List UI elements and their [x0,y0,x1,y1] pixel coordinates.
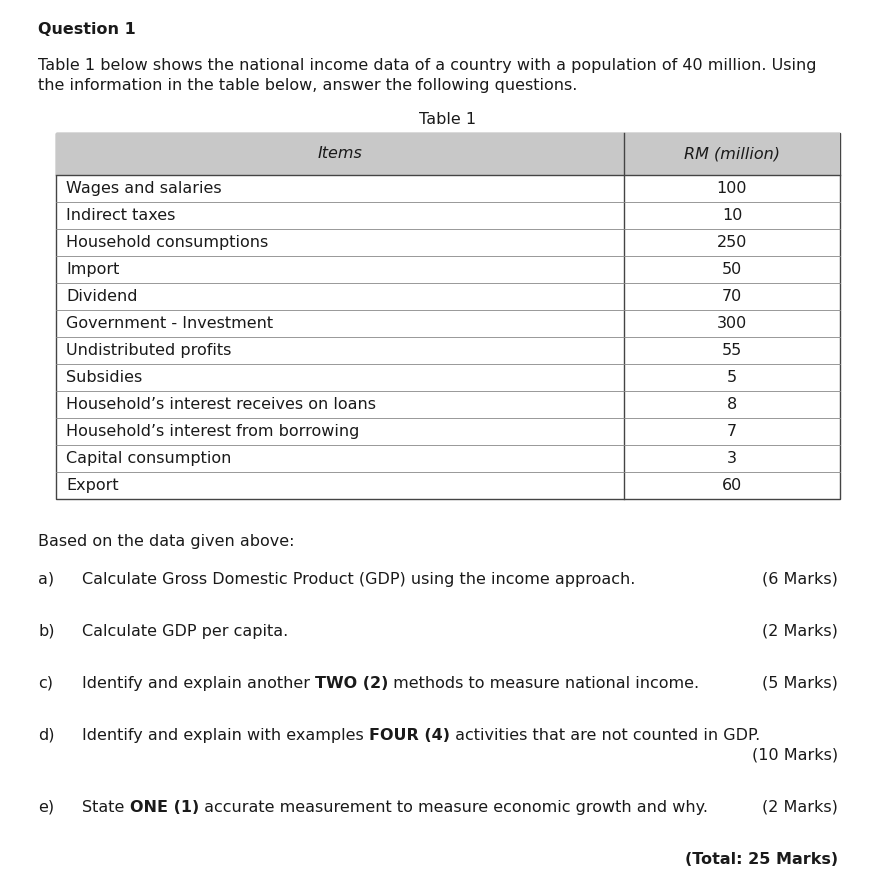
Text: Wages and salaries: Wages and salaries [66,181,222,196]
Text: 3: 3 [726,451,736,466]
Text: c): c) [38,676,53,691]
Text: FOUR (4): FOUR (4) [368,728,450,743]
Text: Import: Import [66,262,119,277]
Text: Government - Investment: Government - Investment [66,316,273,331]
Text: 60: 60 [721,478,741,493]
Text: RM (million): RM (million) [683,146,780,161]
Text: d): d) [38,728,55,743]
Text: 10: 10 [721,208,741,223]
Text: Based on the data given above:: Based on the data given above: [38,534,294,549]
Bar [56,133,839,175]
Text: (2 Marks): (2 Marks) [762,800,837,815]
Text: activities that are not counted in GDP.: activities that are not counted in GDP. [450,728,759,743]
Text: Items: Items [317,146,362,161]
Text: Calculate Gross Domestic Product (GDP) using the income approach.: Calculate Gross Domestic Product (GDP) u… [82,572,635,587]
Text: 8: 8 [726,397,737,412]
Text: TWO (2): TWO (2) [315,676,388,691]
Text: 50: 50 [721,262,741,277]
Text: (10 Marks): (10 Marks) [751,748,837,763]
Text: Identify and explain with examples: Identify and explain with examples [82,728,368,743]
Text: a): a) [38,572,54,587]
Text: 55: 55 [721,343,741,358]
Text: b): b) [38,624,55,639]
Bar [56,133,839,499]
Text: Household’s interest receives on loans: Household’s interest receives on loans [66,397,375,412]
Text: (2 Marks): (2 Marks) [762,624,837,639]
Text: Table 1: Table 1 [418,112,476,127]
Text: e): e) [38,800,54,815]
Text: Table 1 below shows the national income data of a country with a population of 4: Table 1 below shows the national income … [38,58,815,73]
Text: the information in the table below, answer the following questions.: the information in the table below, answ… [38,78,577,93]
Text: accurate measurement to measure economic growth and why.: accurate measurement to measure economic… [198,800,707,815]
Text: Indirect taxes: Indirect taxes [66,208,175,223]
Text: Identify and explain another: Identify and explain another [82,676,315,691]
Text: ONE (1): ONE (1) [130,800,198,815]
Text: Household consumptions: Household consumptions [66,235,268,250]
Text: (6 Marks): (6 Marks) [762,572,837,587]
Text: 70: 70 [721,289,741,304]
Text: 300: 300 [716,316,746,331]
Text: State: State [82,800,130,815]
Text: Subsidies: Subsidies [66,370,142,385]
Text: Question 1: Question 1 [38,22,136,37]
Text: 100: 100 [716,181,746,196]
Text: Capital consumption: Capital consumption [66,451,232,466]
Text: 7: 7 [726,424,737,439]
Text: Household’s interest from borrowing: Household’s interest from borrowing [66,424,359,439]
Text: 5: 5 [726,370,737,385]
Text: 250: 250 [716,235,746,250]
Text: Dividend: Dividend [66,289,138,304]
Text: Undistributed profits: Undistributed profits [66,343,232,358]
Text: Export: Export [66,478,119,493]
Text: (Total: 25 Marks): (Total: 25 Marks) [684,852,837,867]
Text: (5 Marks): (5 Marks) [762,676,837,691]
Text: Calculate GDP per capita.: Calculate GDP per capita. [82,624,288,639]
Text: methods to measure national income.: methods to measure national income. [388,676,699,691]
